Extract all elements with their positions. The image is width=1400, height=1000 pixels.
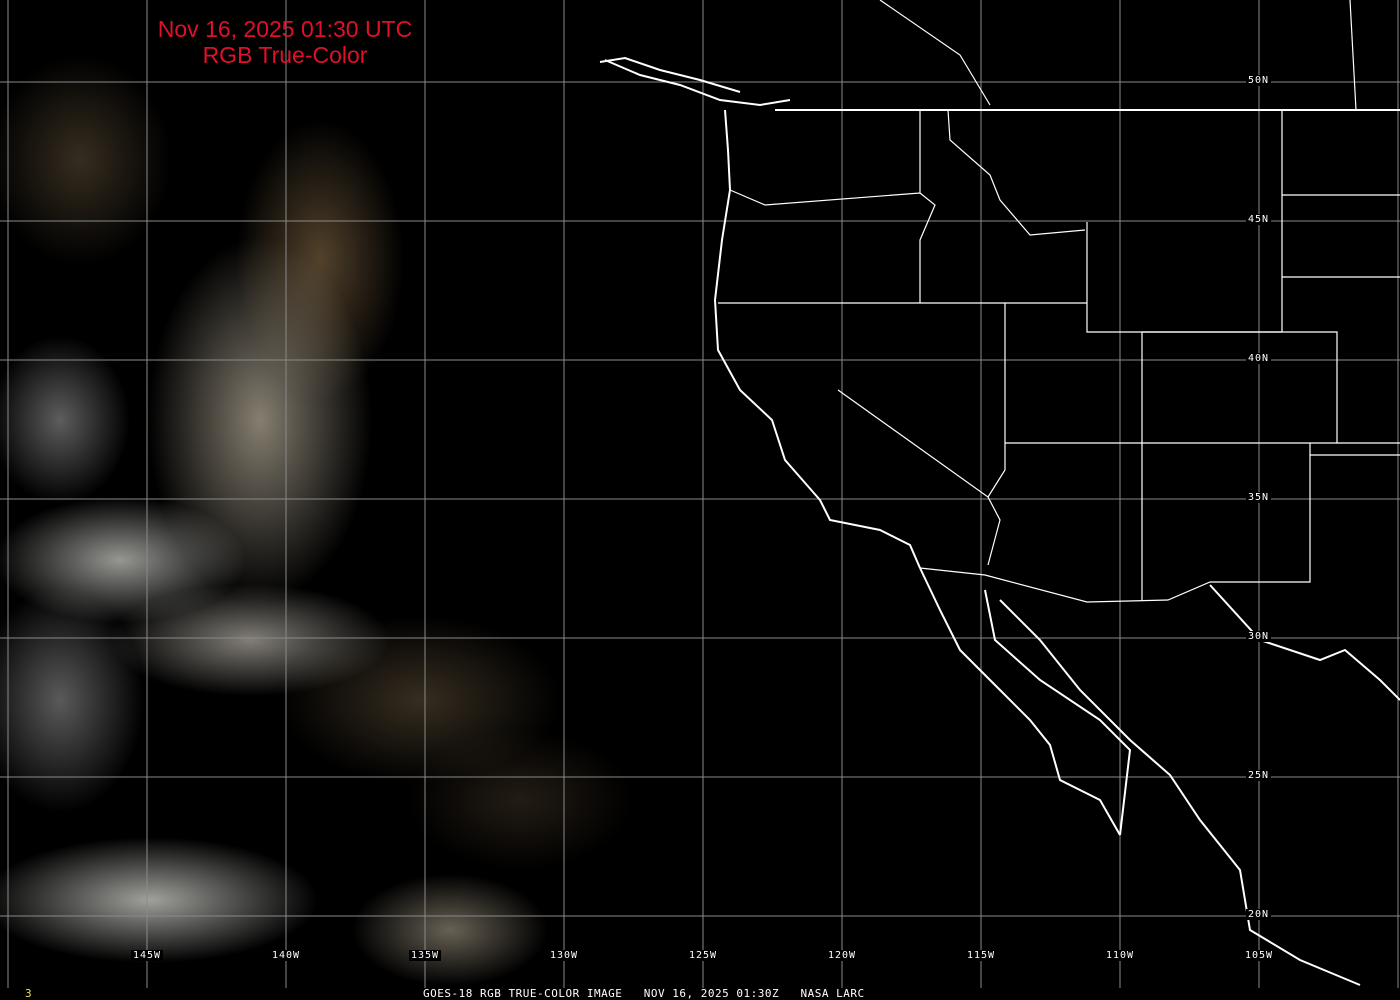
longitude-label: 110W [1104,950,1137,961]
longitude-label: 125W [687,950,720,961]
canada-province-border [879,0,991,106]
title-product: RGB True-Color [202,42,368,68]
state-border [729,189,936,303]
longitude-label: 115W [965,950,998,961]
footer-caption: GOES-18 RGB TRUE-COLOR IMAGE NOV 16, 202… [423,987,865,1000]
longitude-label: 105W [1243,950,1276,961]
latitude-label: 40N [1246,353,1272,364]
mexico-gulf-coast [999,599,1361,986]
canada-province-border [1349,0,1357,111]
state-border [987,303,1006,498]
footer-bar: 3 GOES-18 RGB TRUE-COLOR IMAGE NOV 16, 2… [0,988,1400,1000]
longitude-label: 130W [548,950,581,961]
state-border [1142,331,1400,444]
mexico-north-coast [1209,584,1400,701]
mexico-border [919,443,1311,603]
vancouver-island-coast [599,56,741,93]
image-title: Nov 16, 2025 01:30 UTC RGB True-Color [130,16,440,68]
state-border [1086,222,1282,333]
pacific-northwest-coast [604,59,791,107]
latitude-label: 30N [1246,631,1272,642]
baja-pacific-coast [919,567,1121,836]
latitude-label: 25N [1246,770,1272,781]
longitude-label: 120W [826,950,859,961]
title-datetime: Nov 16, 2025 01:30 UTC [157,16,413,42]
political-borders [718,0,1400,603]
baja-gulf-coast [984,589,1132,836]
coastlines [599,56,1400,986]
cloud-imagery [0,0,700,988]
longitude-label: 135W [409,950,442,961]
latitude-label: 35N [1246,492,1272,503]
latitude-label: 45N [1246,214,1272,225]
latitude-label: 50N [1246,75,1272,86]
state-border [837,389,1001,566]
state-border [947,109,1086,236]
longitude-label: 140W [270,950,303,961]
longitude-label: 145W [131,950,164,961]
us-west-coast [713,109,921,569]
frame-number: 3 [25,987,32,1000]
latitude-label: 20N [1246,909,1272,920]
